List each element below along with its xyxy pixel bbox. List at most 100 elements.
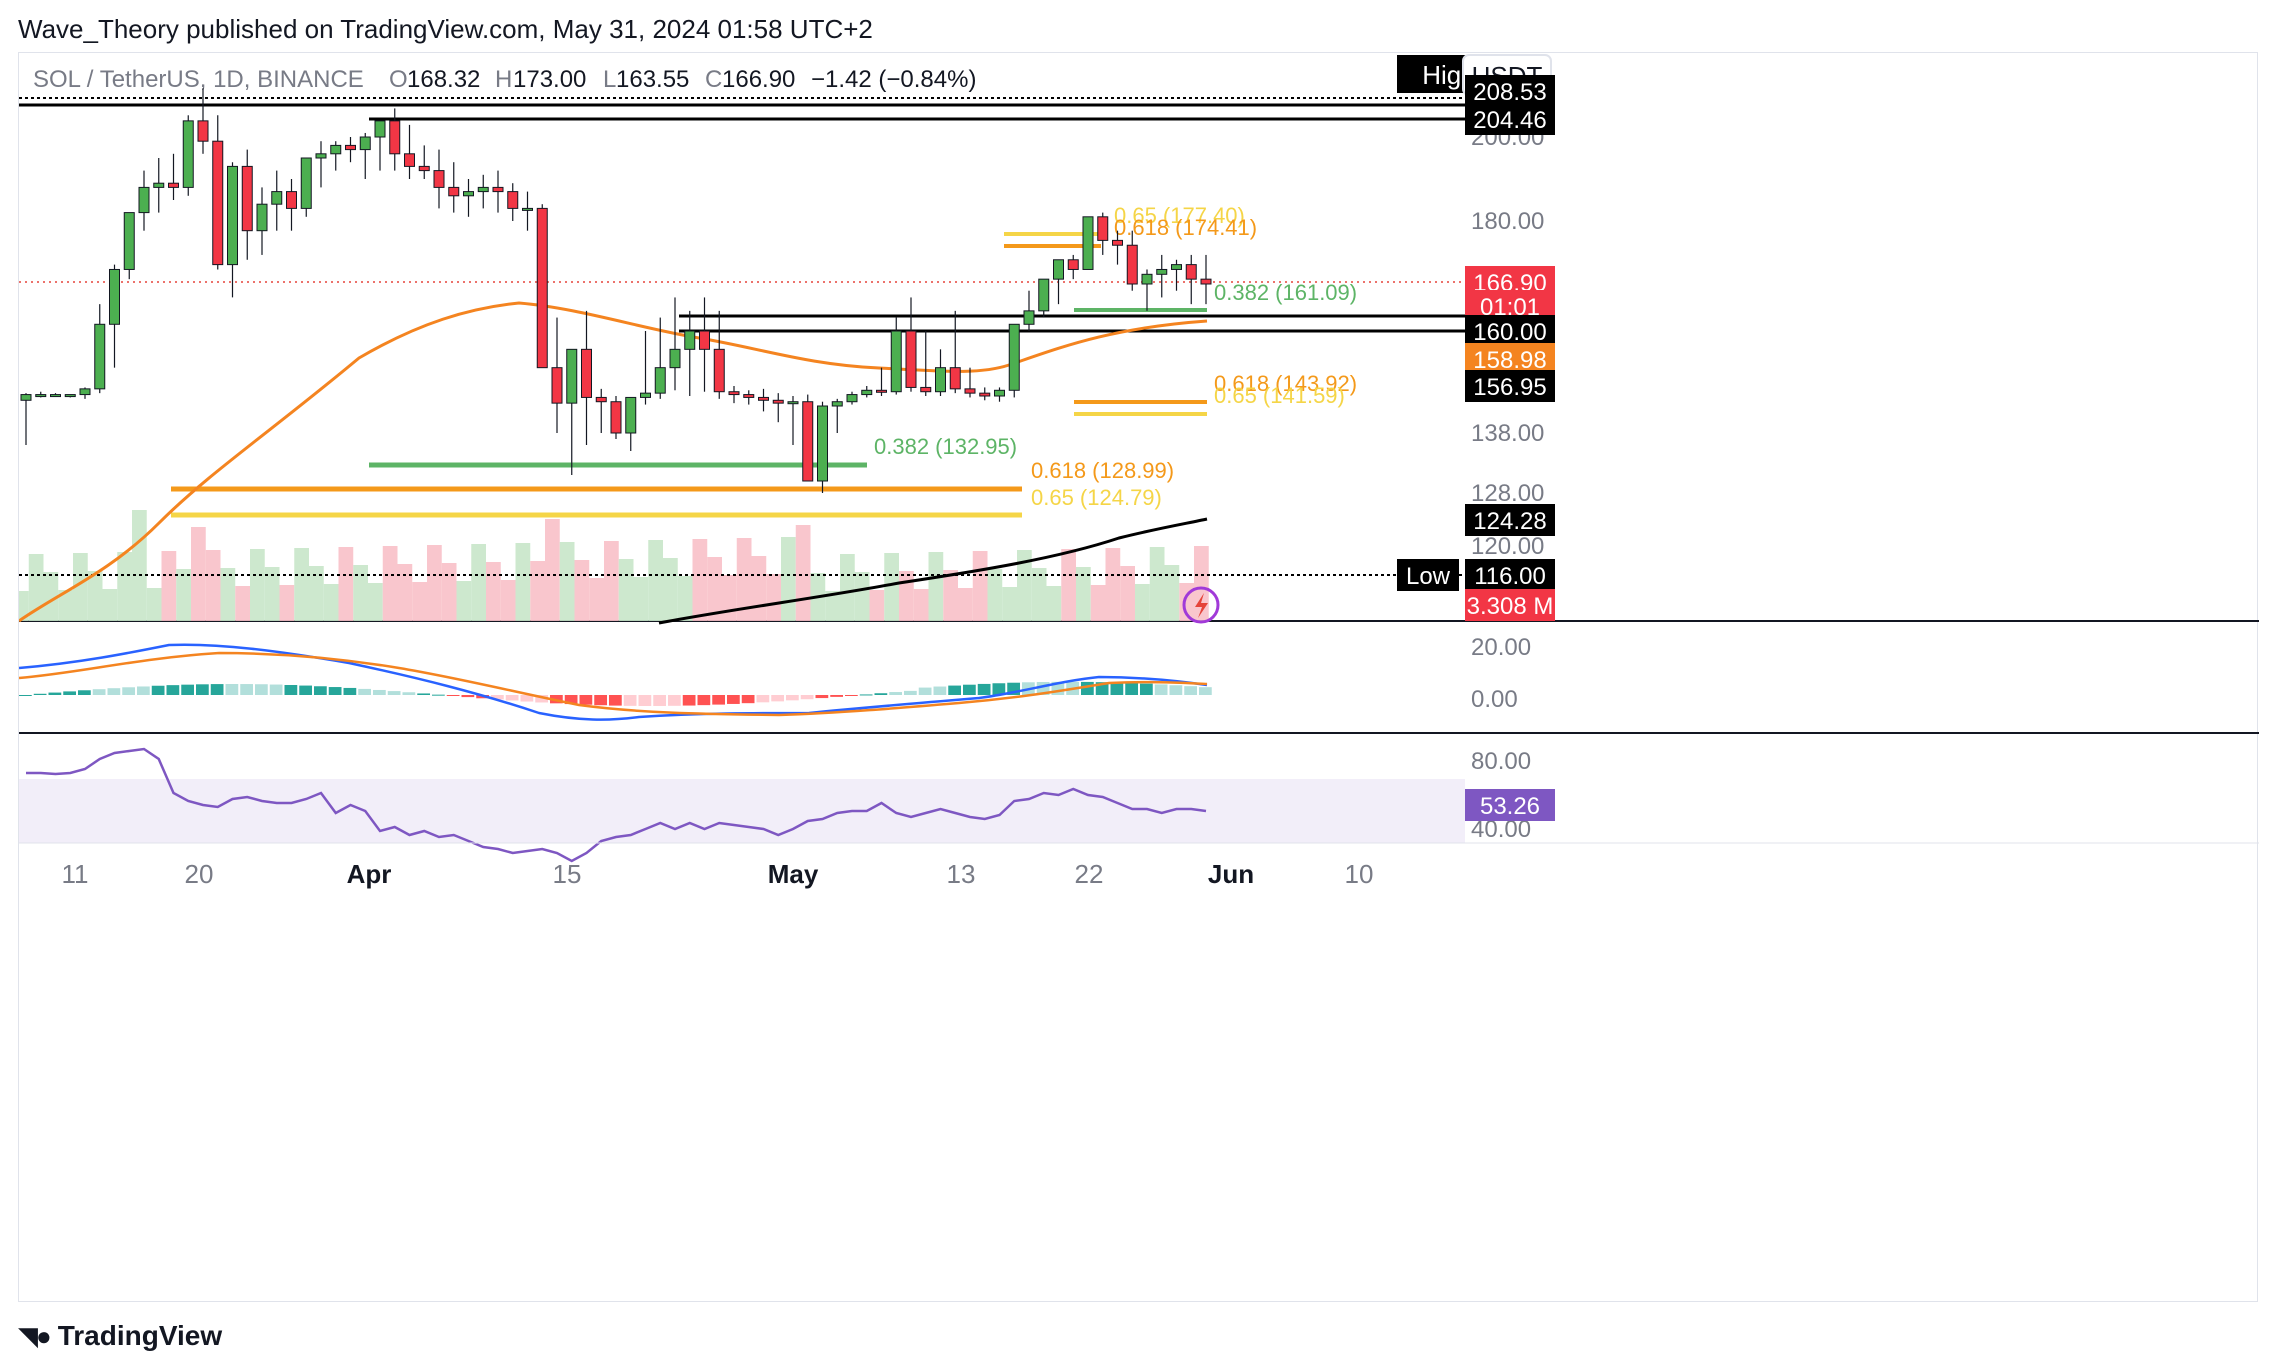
macd-histogram-bar [19,695,32,696]
macd-histogram-bar [1140,683,1153,695]
candle-body [389,120,401,155]
candle-body [1185,264,1197,280]
price-tick-label: 120.00 [1471,533,1544,560]
time-axis[interactable]: 11 20 Apr 15 May 13 22 Jun 10 [19,842,2259,889]
candle-body [1112,239,1123,246]
lightning-icon[interactable] [1182,586,1220,624]
candle-body [1126,244,1138,285]
candle-body [1082,216,1094,270]
macd-histogram-bar [638,695,652,706]
volume-bar [692,539,708,621]
volume-bar [618,559,634,621]
volume-bar [412,582,427,621]
macd-histogram-bar [1199,687,1212,695]
volume-bar [397,564,413,621]
volume-bar [899,571,914,621]
tradingview-logo[interactable]: ◥● TradingView [18,1320,222,1352]
candle-body [920,386,932,393]
volume-bar [102,589,118,621]
footer-brand: TradingView [57,1320,223,1351]
macd-histogram-bar [1081,681,1094,695]
volume-bar [73,553,88,621]
price-label-text: 124.28 [1473,508,1546,535]
volume-bar [751,556,767,621]
volume-bar [132,510,147,621]
volume-bar [323,584,339,621]
volume-bar [707,557,722,621]
chart-svg[interactable]: SOL / TetherUS, 1D, BINANCE O 168.32 H 1… [19,53,2259,1303]
macd-histogram-bar [594,695,607,706]
volume-bar [854,572,870,621]
low-badge-bg [1397,559,1459,591]
low-label: L [603,66,616,93]
volume-bar [441,563,457,621]
candle-body [640,392,651,398]
volume-bar [427,545,442,621]
volume-bar [663,558,678,621]
candle-body [595,396,607,403]
candle-body [610,401,622,434]
candle-body [448,186,460,197]
macd-histogram-bar [800,695,814,700]
macd-tick-label: 20.00 [1471,634,1531,661]
candle-body [1156,268,1168,275]
candle-body [1053,259,1064,280]
macd-histogram-bar [284,684,298,695]
candle-body [1141,273,1153,285]
volume-bar [795,525,811,621]
macd-histogram-bar [328,687,342,695]
macd-histogram-bar [387,691,401,695]
candle-body [876,389,887,393]
candle-body [463,191,474,197]
price-tick-label: 180.00 [1471,208,1544,235]
candle-body [153,182,165,188]
close-label: C [705,66,722,93]
low-value: 163.55 [616,66,689,93]
candle-body [654,367,666,394]
macd-histogram-bar [741,695,755,704]
high-label: H [495,66,512,93]
time-tick-label: 20 [185,859,214,889]
macd-histogram-bar [505,695,519,701]
price-label-badge [1465,75,1555,107]
volume-bar [309,566,324,621]
candle-body [315,153,327,159]
time-tick-label: 10 [1345,859,1374,889]
candle-body [94,323,106,390]
candle-body [551,367,563,404]
candle-body [1067,259,1079,270]
volume-bar [1061,549,1076,621]
volume-bar [1090,585,1106,621]
volume-bar [987,569,1003,621]
macd-histogram-bar [373,689,386,695]
macd-signal-line [19,651,1208,717]
price-axis[interactable]: 200.00180.00138.00128.00120.00208.53204.… [1397,75,1555,843]
macd-histogram-bar [623,695,637,706]
candle-body [1200,278,1212,285]
macd-histogram-bar [963,684,976,695]
macd-histogram-bar [874,693,888,695]
candle-body [684,330,696,350]
chart-frame[interactable]: SOL / TetherUS, 1D, BINANCE O 168.32 H 1… [18,52,2259,1303]
volume-bar [545,519,560,621]
candle-body [50,394,61,398]
macd-histogram-bar [830,695,843,697]
macd-histogram-bar [166,685,180,695]
candle-body [625,396,637,434]
macd-histogram-bar [815,695,829,699]
rsi-value: 53.26 [1480,793,1540,820]
price-label-badge [1465,589,1555,621]
candle-body [35,394,47,398]
candles [20,88,1212,493]
time-tick-label: May [768,859,819,889]
volume-bar [972,551,988,621]
price-label-badge [1465,559,1555,591]
volume-bar [574,560,590,621]
rsi-tick-label: 80.00 [1471,748,1531,775]
candle-body [758,396,769,401]
macd-histogram-bar [786,695,799,701]
price-label-badge [1465,103,1555,135]
macd-histogram-bar [63,691,76,695]
volume-bar [235,586,250,621]
volume-bar [1046,586,1062,621]
